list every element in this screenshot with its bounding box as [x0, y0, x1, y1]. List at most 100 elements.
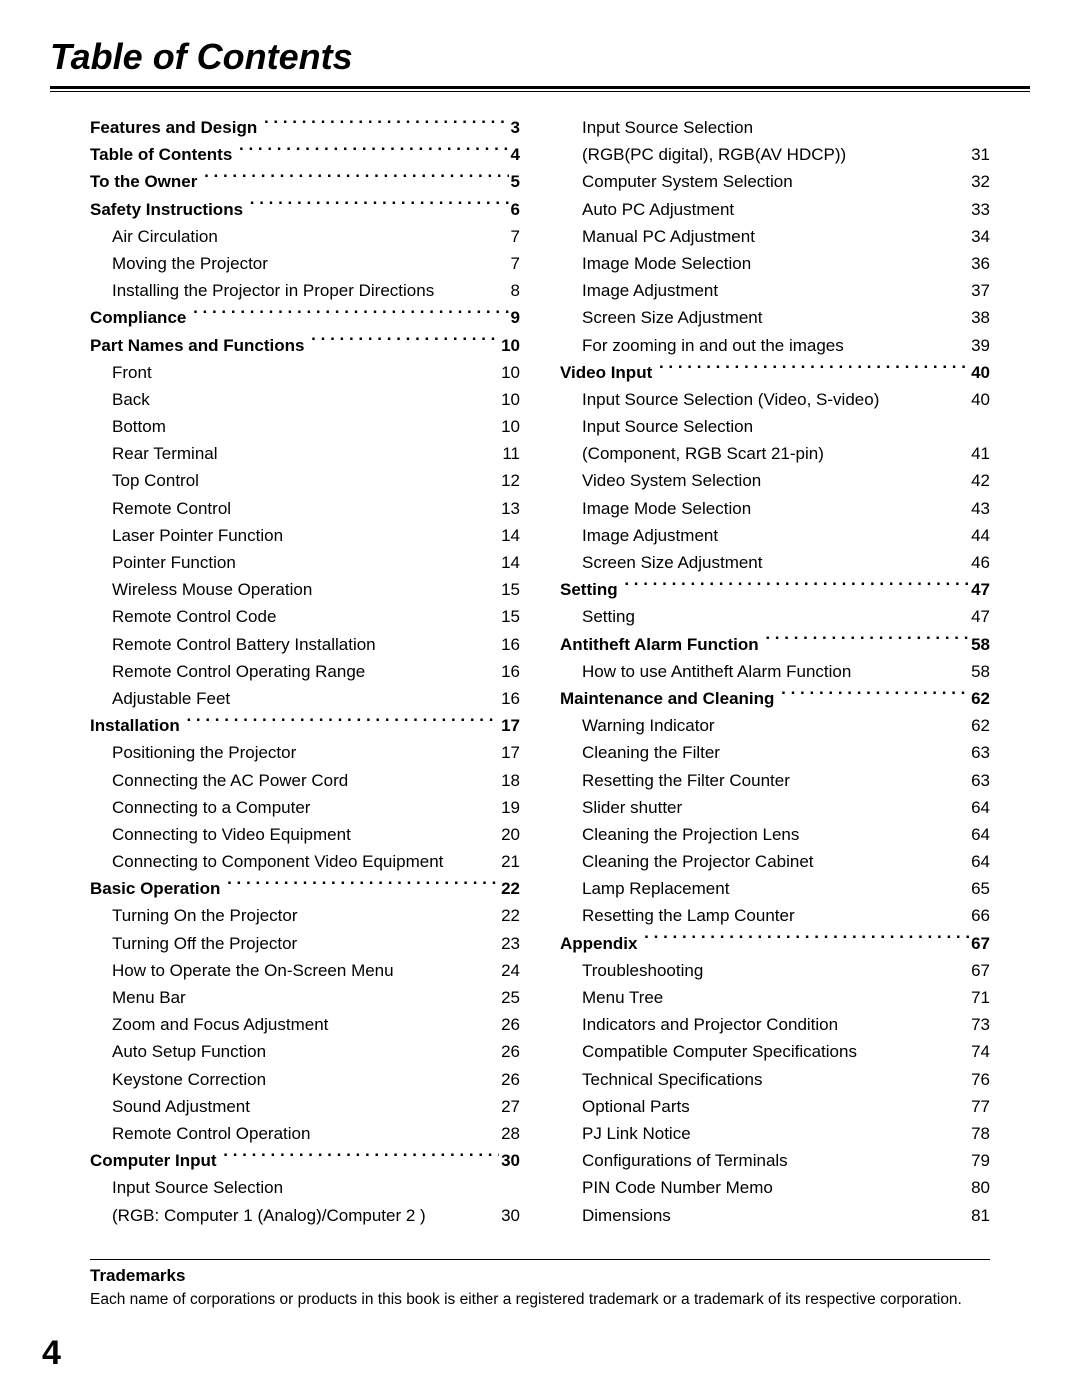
toc-dots: [237, 143, 509, 160]
toc-subitem: Image Adjustment37: [560, 277, 990, 304]
toc-section: Antitheft Alarm Function 58: [560, 631, 990, 658]
toc-subitem-label: Remote Control Battery Installation: [112, 631, 491, 658]
footer-rule: [90, 1259, 990, 1260]
toc-dots: [221, 1149, 499, 1166]
toc-dots: [248, 198, 509, 215]
toc-subitem: Compatible Computer Specifications74: [560, 1038, 990, 1065]
toc-subitem-label: Setting: [582, 603, 961, 630]
toc-subitem: Indicators and Projector Condition73: [560, 1011, 990, 1038]
toc-column-left: Features and Design 3Table of Contents 4…: [90, 114, 520, 1229]
toc-subitem-label: Remote Control: [112, 495, 491, 522]
toc-dots: [191, 306, 508, 323]
toc-subitem: Remote Control Code15: [90, 603, 520, 630]
title-rule-thin: [50, 91, 1030, 92]
toc-subitem-label: Menu Tree: [582, 984, 961, 1011]
toc-continuation: (RGB(PC digital), RGB(AV HDCP))31: [560, 141, 990, 168]
toc-subitem-page: 23: [491, 930, 520, 957]
toc-subitem-label: Manual PC Adjustment: [582, 223, 961, 250]
toc-subitem: Input Source Selection (Video, S-video)4…: [560, 386, 990, 413]
toc-subitem: Resetting the Filter Counter63: [560, 767, 990, 794]
toc-subitem-page: 74: [961, 1038, 990, 1065]
toc-continuation-label: (RGB(PC digital), RGB(AV HDCP)): [582, 141, 961, 168]
toc-subitem-label: Input Source Selection: [582, 413, 980, 440]
toc-continuation-page: 41: [961, 440, 990, 467]
toc-subitem: Front10: [90, 359, 520, 386]
toc-subitem-page: 24: [491, 957, 520, 984]
toc-subitem-label: Wireless Mouse Operation: [112, 576, 491, 603]
toc-section-label: Basic Operation: [90, 875, 225, 902]
toc-subitem: Installing the Projector in Proper Direc…: [90, 277, 520, 304]
toc-subitem: Remote Control Battery Installation16: [90, 631, 520, 658]
toc-subitem: Computer System Selection32: [560, 168, 990, 195]
toc-subitem-label: Image Mode Selection: [582, 250, 961, 277]
toc-subitem-label: Warning Indicator: [582, 712, 961, 739]
toc-subitem: Auto Setup Function26: [90, 1038, 520, 1065]
toc-subitem-page: 10: [491, 413, 520, 440]
toc-subitem: Turning On the Projector22: [90, 902, 520, 929]
toc-subitem-label: Cleaning the Projection Lens: [582, 821, 961, 848]
toc-subitem-page: 13: [491, 495, 520, 522]
toc-section-page: 3: [509, 114, 520, 141]
toc-subitem-page: 37: [961, 277, 990, 304]
toc-subitem-label: For zooming in and out the images: [582, 332, 961, 359]
toc-section-page: 58: [969, 631, 990, 658]
toc-subitem: Warning Indicator62: [560, 712, 990, 739]
toc-subitem-label: Image Mode Selection: [582, 495, 961, 522]
toc-section-label: Antitheft Alarm Function: [560, 631, 763, 658]
toc-continuation-page: 31: [961, 141, 990, 168]
toc-subitem-label: Pointer Function: [112, 549, 491, 576]
toc-subitem-label: Installing the Projector in Proper Direc…: [112, 277, 501, 304]
toc-subitem-label: Top Control: [112, 467, 491, 494]
toc-subitem-page: 36: [961, 250, 990, 277]
page-number: 4: [42, 1334, 61, 1373]
toc-subitem-page: 18: [491, 767, 520, 794]
toc-section-page: 9: [509, 304, 520, 331]
toc-subitem-label: Remote Control Code: [112, 603, 491, 630]
toc-subitem-label: Connecting to Video Equipment: [112, 821, 491, 848]
toc-section: Installation 17: [90, 712, 520, 739]
toc-subitem: How to use Antitheft Alarm Function58: [560, 658, 990, 685]
toc-subitem: Cleaning the Filter63: [560, 739, 990, 766]
toc-subitem: Keystone Correction26: [90, 1066, 520, 1093]
toc-subitem-page: 66: [961, 902, 990, 929]
toc-subitem: Connecting to Video Equipment20: [90, 821, 520, 848]
toc-section: Safety Instructions 6: [90, 196, 520, 223]
toc-column-right: Input Source Selection(RGB(PC digital), …: [560, 114, 990, 1229]
toc-subitem: Back10: [90, 386, 520, 413]
toc-subitem: Air Circulation7: [90, 223, 520, 250]
toc-subitem-page: 26: [491, 1011, 520, 1038]
toc-dots: [642, 932, 969, 949]
toc-section-page: 62: [969, 685, 990, 712]
toc-subitem-page: 46: [961, 549, 990, 576]
toc-subitem-page: 33: [961, 196, 990, 223]
toc-subitem-page: 81: [961, 1202, 990, 1229]
toc-subitem-page: 32: [961, 168, 990, 195]
toc-subitem-label: Input Source Selection: [582, 114, 980, 141]
toc-subitem: Menu Bar25: [90, 984, 520, 1011]
toc-subitem: Bottom10: [90, 413, 520, 440]
toc-subitem-label: Dimensions: [582, 1202, 961, 1229]
toc-subitem-label: Air Circulation: [112, 223, 501, 250]
toc-section: Appendix 67: [560, 930, 990, 957]
toc-subitem-label: Compatible Computer Specifications: [582, 1038, 961, 1065]
toc-subitem: Zoom and Focus Adjustment26: [90, 1011, 520, 1038]
toc-subitem: Image Mode Selection36: [560, 250, 990, 277]
toc-subitem-label: Screen Size Adjustment: [582, 304, 961, 331]
toc-subitem-page: 80: [961, 1174, 990, 1201]
toc-subitem-page: 64: [961, 794, 990, 821]
toc-subitem-label: Image Adjustment: [582, 522, 961, 549]
toc-subitem: Input Source Selection: [560, 114, 990, 141]
toc-subitem-page: 7: [501, 223, 520, 250]
toc-subitem-page: 16: [491, 685, 520, 712]
toc-subitem-label: Image Adjustment: [582, 277, 961, 304]
toc-columns: Features and Design 3Table of Contents 4…: [50, 114, 1030, 1229]
toc-section-page: 6: [509, 196, 520, 223]
toc-dots: [309, 334, 499, 351]
toc-subitem: Technical Specifications76: [560, 1066, 990, 1093]
toc-subitem: Lamp Replacement65: [560, 875, 990, 902]
toc-subitem-page: 64: [961, 848, 990, 875]
toc-dots: [657, 361, 969, 378]
toc-subitem-label: Auto Setup Function: [112, 1038, 491, 1065]
toc-subitem-label: Laser Pointer Function: [112, 522, 491, 549]
toc-subitem-page: 62: [961, 712, 990, 739]
